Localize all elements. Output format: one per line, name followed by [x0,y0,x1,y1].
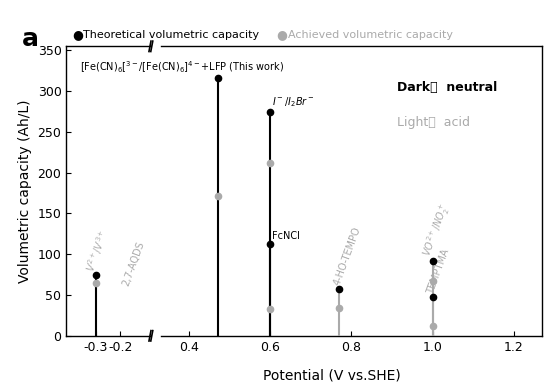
Text: 2,7-AQDS: 2,7-AQDS [121,240,147,287]
Text: [Fe(CN)$_6$[$^{3-}$/[Fe(CN)$_6$]$^{4-}$+LFP (This work): [Fe(CN)$_6$[$^{3-}$/[Fe(CN)$_6$]$^{4-}$+… [80,59,284,75]
Y-axis label: Volumetric capacity (Ah/L): Volumetric capacity (Ah/L) [18,99,32,283]
Text: Dark：  neutral: Dark： neutral [397,81,498,94]
Text: ●: ● [276,28,288,41]
Text: Achieved volumetric capacity: Achieved volumetric capacity [288,30,452,40]
Text: Light：  acid: Light： acid [397,116,470,129]
Text: FcNCl: FcNCl [273,231,300,241]
Text: $V^{2+}/V^{3+}$: $V^{2+}/V^{3+}$ [83,228,112,274]
Text: $I^-/I_2Br^-$: $I^-/I_2Br^-$ [273,95,315,109]
Text: ●: ● [72,28,83,41]
Text: $VO^{2+}/NO_2^+$: $VO^{2+}/NO_2^+$ [419,201,453,259]
Text: 4-HO-TEMPO: 4-HO-TEMPO [332,225,362,287]
Text: Theoretical volumetric capacity: Theoretical volumetric capacity [83,30,259,40]
Text: TEMPTMA: TEMPTMA [425,248,451,296]
Text: a: a [22,27,39,51]
Text: Potential (V vs.SHE): Potential (V vs.SHE) [263,368,401,382]
